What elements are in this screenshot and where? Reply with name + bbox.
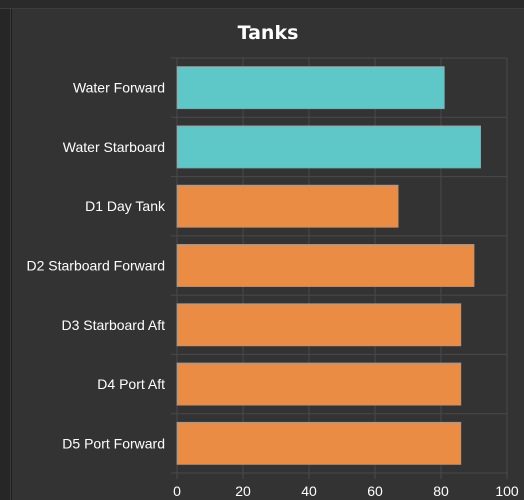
category-labels: Water Forward Water Starboard D1 Day Tank D…: [26, 80, 166, 452]
category-label-d5-port-forward: D5 Port Forward: [62, 435, 165, 451]
category-label-d1-day-tank: D1 Day Tank: [85, 198, 166, 214]
category-label-water-forward: Water Forward: [73, 80, 165, 96]
bar-d4-port-aft[interactable]: [176, 362, 462, 406]
left-sidebar: [0, 9, 11, 500]
bar-water-forward[interactable]: [176, 66, 445, 110]
bar-d2-starboard-forward[interactable]: [176, 244, 475, 287]
x-tick-label-0: 0: [173, 483, 181, 499]
category-label-d4-port-aft: D4 Port Aft: [97, 376, 165, 392]
bar-d1-day-tank[interactable]: [176, 184, 399, 228]
x-tick-label-80: 80: [433, 483, 449, 499]
chart-title: Tanks: [237, 22, 299, 44]
x-tick-label-40: 40: [301, 483, 317, 499]
x-tick-labels: 0 20 40 60 80 100: [173, 483, 519, 499]
category-label-d3-starboard-aft: D3 Starboard Aft: [61, 317, 165, 333]
bar-series: [176, 66, 482, 465]
category-label-water-starboard: Water Starboard: [63, 139, 165, 155]
x-tick-label-60: 60: [367, 483, 383, 499]
bar-d3-starboard-aft[interactable]: [176, 303, 462, 347]
bar-d5-port-forward[interactable]: [176, 421, 462, 465]
top-bar: [0, 0, 524, 9]
x-tick-label-100: 100: [495, 483, 519, 499]
bar-water-starboard[interactable]: [176, 125, 482, 169]
category-label-d2-starboard-forward: D2 Starboard Forward: [26, 258, 165, 274]
x-tick-label-20: 20: [235, 483, 251, 499]
